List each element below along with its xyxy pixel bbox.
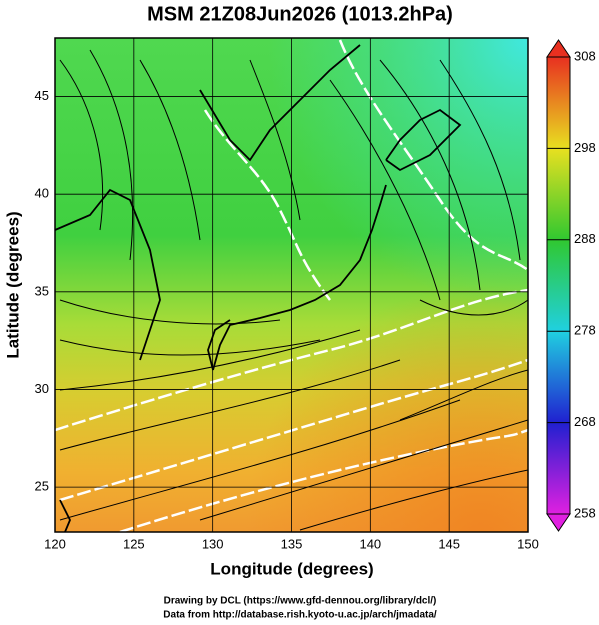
x-tick-label: 145 — [438, 536, 460, 551]
credit: Data from http://database.rish.kyoto-u.a… — [163, 610, 437, 621]
colorbar-tick-label: 308 — [574, 48, 596, 63]
colorbar — [546, 56, 571, 515]
y-tick-label: 25 — [35, 479, 49, 494]
colorbar-tick-label: 258 — [574, 505, 596, 520]
x-tick-label: 140 — [359, 536, 381, 551]
x-tick-label: 125 — [123, 536, 145, 551]
x-tick-label: 120 — [44, 536, 66, 551]
y-tick-label: 30 — [35, 381, 49, 396]
x-tick-label: 130 — [202, 536, 224, 551]
colorbar-min-arrow — [546, 513, 571, 532]
colorbar-tick-label: 278 — [574, 323, 596, 338]
streamlines — [59, 49, 528, 531]
colorbar-tick-label: 268 — [574, 414, 596, 429]
coastline — [55, 44, 462, 532]
credit: Drawing by DCL (https://www.gfd-dennou.o… — [164, 596, 437, 607]
map-frame — [54, 37, 529, 533]
contours — [55, 39, 528, 532]
title: MSM 21Z08Jun2026 (1013.2hPa) — [147, 3, 453, 25]
colorbar-max-arrow — [546, 39, 571, 58]
y-tick-label: 40 — [35, 186, 49, 201]
x-axis-label: Longitude (degrees) — [210, 559, 373, 578]
colorbar-tick-label: 298 — [574, 140, 596, 155]
colorbar-tick-label: 288 — [574, 231, 596, 246]
y-axis-label: Latitude (degrees) — [3, 211, 22, 358]
y-tick-label: 45 — [35, 88, 49, 103]
x-tick-label: 150 — [517, 536, 539, 551]
y-tick-label: 35 — [35, 283, 49, 298]
x-tick-label: 135 — [281, 536, 303, 551]
